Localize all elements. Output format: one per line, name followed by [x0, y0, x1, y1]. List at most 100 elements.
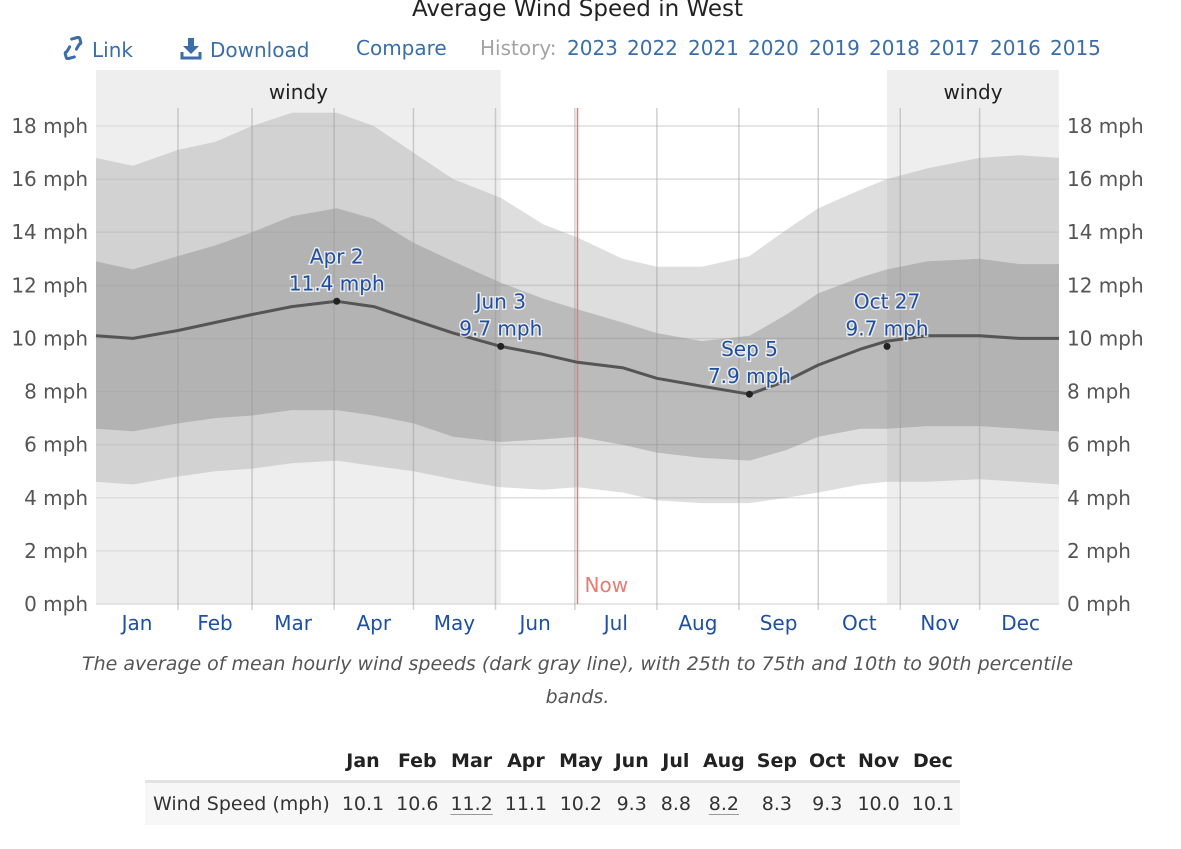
month-header: May	[559, 750, 603, 772]
table-cell: 10.2	[553, 781, 609, 825]
y-tick-label: 12 mph	[1067, 273, 1144, 297]
annotation-value: 7.9 mph	[708, 364, 791, 388]
history-year-2019[interactable]: 2019	[809, 36, 860, 60]
annotation-value: 9.7 mph	[459, 316, 542, 340]
windy-period-shade	[96, 70, 501, 604]
download-icon	[180, 38, 202, 60]
y-tick-label: 14 mph	[1067, 220, 1144, 244]
table-corner	[145, 744, 336, 782]
table-cell: 10.6	[390, 781, 445, 825]
history-year-2015[interactable]: 2015	[1050, 36, 1101, 60]
y-tick-label: 14 mph	[11, 220, 88, 244]
table-header-row: Jan Feb Mar Apr May Jun Jul Aug Sep Oct …	[145, 744, 961, 782]
x-tick-label: Aug	[678, 611, 717, 635]
annotation-point	[745, 390, 753, 398]
x-tick-label: Feb	[197, 611, 232, 635]
history-year-2021[interactable]: 2021	[688, 36, 739, 60]
y-tick-label: 8 mph	[24, 380, 88, 404]
month-header: Dec	[912, 750, 953, 772]
table-cell: 10.1	[905, 781, 961, 825]
y-tick-label: 2 mph	[1067, 539, 1131, 563]
x-tick-label: Jun	[518, 611, 551, 635]
y-tick-label: 6 mph	[24, 433, 88, 457]
y-tick-label: 18 mph	[1067, 114, 1144, 138]
table-cell-max: 11.2	[444, 781, 499, 825]
y-tick-label: 8 mph	[1067, 380, 1131, 404]
compare-button[interactable]: Compare	[356, 36, 447, 60]
y-tick-label: 12 mph	[11, 273, 88, 297]
table-cell: 8.3	[750, 781, 803, 825]
history-year-2022[interactable]: 2022	[627, 36, 678, 60]
chart-title: Average Wind Speed in West	[411, 0, 744, 22]
month-header: Jun	[614, 750, 649, 772]
table-row: Wind Speed (mph) 10.1 10.6 11.2 11.1 10.…	[145, 781, 961, 825]
row-label: Wind Speed (mph)	[145, 781, 336, 825]
month-gridlines	[177, 108, 981, 610]
y-tick-label: 0 mph	[24, 592, 88, 616]
annotation-point	[333, 297, 341, 305]
x-axis: Jan Feb Mar Apr May Jun Jul Aug Sep Oct Nov Dec	[120, 611, 1040, 635]
link-icon	[63, 35, 83, 61]
max-value: 11.2	[450, 793, 493, 815]
y-tick-label: 10 mph	[11, 326, 88, 350]
annotations: Apr 2 11.4 mph Jun 3 9.7 mph Sep 5 7.9 mph Oct…	[287, 243, 930, 398]
y-tick-label: 16 mph	[1067, 167, 1144, 191]
x-tick-label: Sep	[760, 611, 798, 635]
download-button[interactable]: Download	[180, 36, 309, 62]
windy-period-label: windy	[269, 80, 328, 104]
x-tick-label: Mar	[274, 611, 313, 635]
y-tick-label: 4 mph	[1067, 486, 1131, 510]
mean-line-group	[95, 299, 1059, 396]
x-tick-label: Dec	[1001, 611, 1040, 635]
monthly-wind-table: Jan Feb Mar Apr May Jun Jul Aug Sep Oct …	[145, 744, 961, 825]
mean-line	[95, 299, 1059, 396]
month-header: Jan	[346, 750, 380, 772]
x-tick-label: Jul	[602, 611, 628, 635]
table-cell: 10.1	[335, 781, 391, 825]
now-marker: Now	[576, 108, 629, 604]
history-year-2023[interactable]: 2023	[567, 36, 618, 60]
chart-caption: The average of mean hourly wind speeds (…	[81, 653, 1074, 708]
annotation-value: 11.4 mph	[289, 271, 385, 295]
link-label: Link	[92, 38, 133, 62]
table-cell-min: 8.2	[696, 781, 751, 825]
download-label: Download	[210, 38, 310, 62]
month-header: Aug	[702, 750, 745, 772]
y-tick-label: 0 mph	[1067, 592, 1131, 616]
month-header: Mar	[451, 750, 493, 772]
month-header: Feb	[397, 750, 437, 772]
annotation-date: Oct 27	[854, 289, 920, 313]
y-tick-label: 4 mph	[24, 486, 88, 510]
month-header: Jul	[662, 750, 690, 772]
annotation-date: Jun 3	[474, 289, 526, 313]
y-tick-label: 18 mph	[11, 114, 88, 138]
annotation-date: Apr 2	[310, 244, 364, 268]
annotation-value: 9.7 mph	[846, 316, 929, 340]
y-tick-label: 10 mph	[1067, 326, 1144, 350]
history-label: History:	[480, 36, 557, 60]
history-year-2016[interactable]: 2016	[990, 36, 1041, 60]
toolbar: Link Download Compare History: 2023 2022…	[0, 35, 1181, 64]
table-cell: 9.3	[802, 781, 852, 825]
link-button[interactable]: Link	[62, 35, 133, 62]
y-tick-label: 16 mph	[11, 167, 88, 191]
history-year-2018[interactable]: 2018	[869, 36, 920, 60]
wind-speed-chart: windy windy Now Apr 2 11.4 mph Jun 3 9.7 mph…	[11, 70, 1144, 635]
table-cell: 9.3	[608, 781, 655, 825]
month-header: Nov	[857, 750, 900, 772]
table-cell: 10.0	[851, 781, 906, 825]
month-header: Oct	[808, 750, 846, 772]
x-tick-label: Nov	[920, 611, 959, 635]
history-year-2017[interactable]: 2017	[929, 36, 980, 60]
month-header: Sep	[756, 750, 797, 772]
y-axis-left: 0 mph 2 mph 4 mph 6 mph 8 mph 10 mph 12 mph 14 …	[11, 114, 88, 616]
y-tick-label: 2 mph	[24, 539, 88, 563]
min-value: 8.2	[708, 793, 739, 815]
table-cell: 8.8	[654, 781, 697, 825]
history-year-2020[interactable]: 2020	[748, 36, 799, 60]
y-tick-label: 6 mph	[1067, 433, 1131, 457]
table-cell: 11.1	[498, 781, 554, 825]
month-header: Apr	[507, 750, 545, 772]
now-label: Now	[585, 573, 629, 597]
x-tick-label: Apr	[356, 611, 391, 635]
